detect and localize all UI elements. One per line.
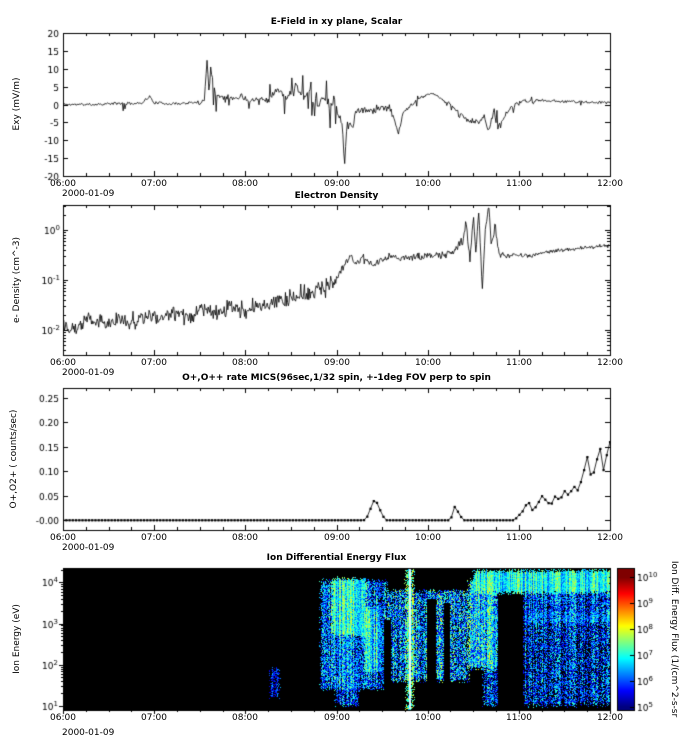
x-tick-label: 10:00 [415,358,441,368]
x-tick-label: 06:00 [50,179,76,189]
x-tick-label: 10:00 [415,713,441,723]
x-tick-label: 10:00 [415,179,441,189]
spectrogram-title: Ion Differential Energy Flux [266,553,407,563]
x-tick-label: 08:00 [232,533,258,543]
date-label-panel3: 2000-01-09 [62,543,115,553]
date-label-panel2: 2000-01-09 [62,368,115,378]
x-tick-label: 06:00 [50,713,76,723]
x-tick-label: 12:00 [597,713,623,723]
x-tick-label: 08:00 [232,179,258,189]
x-tick-label: 09:00 [324,358,350,368]
efield-title: E-Field in xy plane, Scalar [270,17,403,27]
x-tick-label: 11:00 [506,533,532,543]
x-tick-label: 11:00 [506,713,532,723]
ion-rate-ylabel: O+,O2+ ( counts/sec) [9,409,19,509]
x-tick-label: 06:00 [50,533,76,543]
date-label-panel1: 2000-01-09 [62,189,115,199]
x-tick-label: 12:00 [597,358,623,368]
x-tick-label: 12:00 [597,179,623,189]
x-tick-label: 10:00 [415,533,441,543]
colorbar-label: Ion Diff. Energy Flux (1/(cm^2-s-sr [669,560,679,718]
density-title: Electron Density [294,191,379,201]
density-ylabel: e- Density (cm^-3) [12,237,22,323]
spectrogram-ylabel: Ion Energy (eV) [12,604,22,674]
ion-rate-title: O+,O++ rate MICS(96sec,1/32 spin, +-1deg… [182,373,491,383]
x-tick-label: 09:00 [324,713,350,723]
x-tick-label: 07:00 [141,533,167,543]
x-tick-label: 07:00 [141,358,167,368]
x-tick-label: 08:00 [232,358,258,368]
x-tick-label: 11:00 [506,179,532,189]
x-tick-label: 09:00 [324,533,350,543]
x-tick-label: 06:00 [50,358,76,368]
x-tick-label: 11:00 [506,358,532,368]
efield-ylabel: Exy (mV/m) [12,77,22,131]
date-label-panel4: 2000-01-09 [62,728,115,738]
x-tick-label: 07:00 [141,179,167,189]
x-tick-label: 08:00 [232,713,258,723]
x-tick-label: 07:00 [141,713,167,723]
x-tick-label: 12:00 [597,533,623,543]
x-tick-label: 09:00 [324,179,350,189]
